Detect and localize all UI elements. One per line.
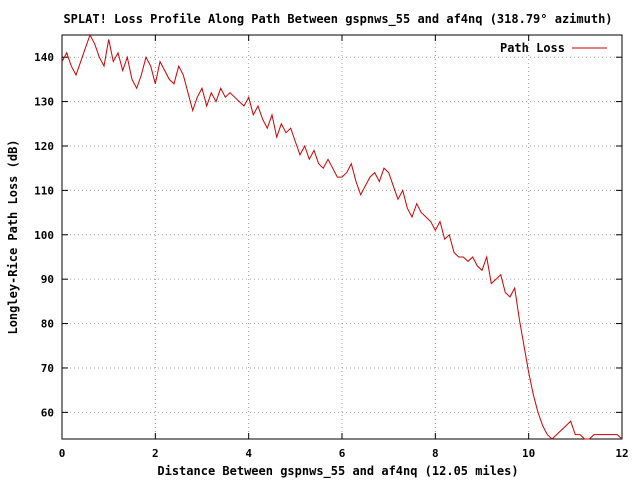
legend-label: Path Loss — [500, 41, 565, 55]
x-axis-label: Distance Between gspnws_55 and af4nq (12… — [157, 464, 518, 479]
y-tick-labels: 60 70 80 90 100 110 120 130 140 — [34, 51, 54, 419]
x-tick-label: 2 — [152, 447, 159, 460]
x-tick-label: 0 — [59, 447, 66, 460]
y-tick-label: 100 — [34, 229, 54, 242]
y-axis-label: Longley-Rice Path Loss (dB) — [6, 139, 20, 334]
grid-lines — [62, 35, 622, 439]
legend: Path Loss — [500, 41, 607, 55]
path-loss-series-line — [61, 33, 623, 440]
x-tick-label: 8 — [432, 447, 439, 460]
y-tick-label: 120 — [34, 140, 54, 153]
y-tick-label: 80 — [41, 318, 54, 331]
x-tick-labels: 0 2 4 6 8 10 12 — [59, 447, 629, 460]
x-tick-label: 4 — [245, 447, 252, 460]
x-tick-label: 6 — [339, 447, 346, 460]
y-tick-label: 110 — [34, 184, 54, 197]
y-tick-label: 90 — [41, 273, 54, 286]
y-tick-label: 140 — [34, 51, 54, 64]
tick-marks — [61, 35, 623, 439]
y-tick-label: 130 — [34, 96, 54, 109]
x-tick-label: 10 — [522, 447, 535, 460]
x-tick-label: 12 — [615, 447, 628, 460]
y-tick-label: 60 — [41, 406, 54, 419]
y-tick-label: 70 — [41, 362, 54, 375]
series-layer — [61, 33, 623, 440]
chart-title: SPLAT! Loss Profile Along Path Between g… — [63, 12, 612, 27]
